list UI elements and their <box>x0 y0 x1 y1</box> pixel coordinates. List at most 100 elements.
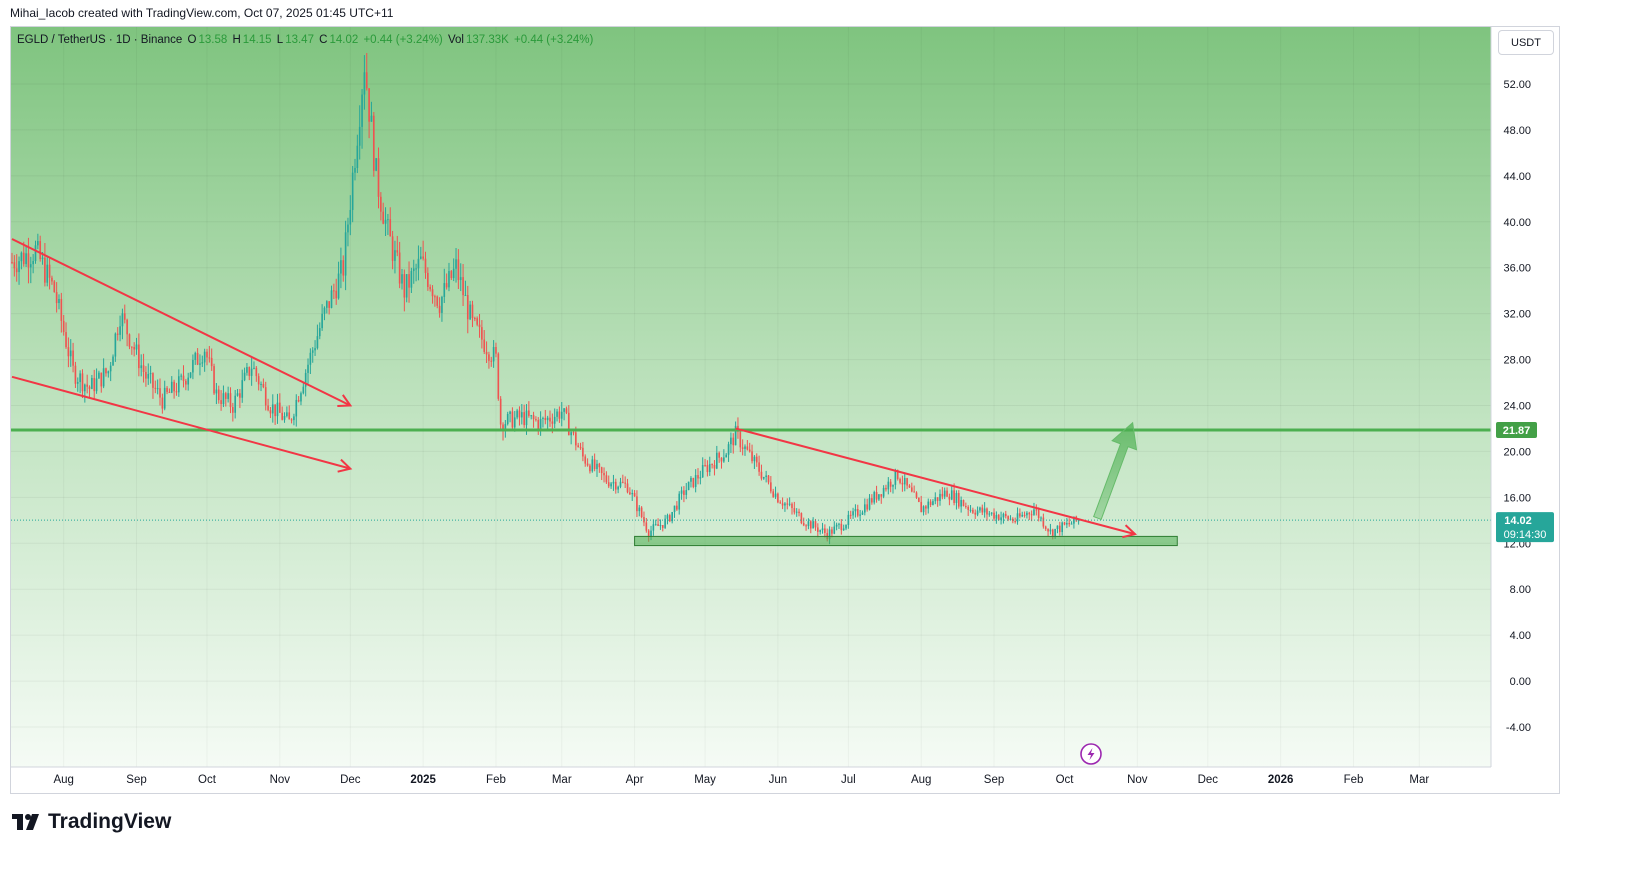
candle-body <box>194 352 197 360</box>
x-axis: Aug Sep Oct Nov Dec 2025 Feb Mar Apr May Jun Jul Aug… <box>11 766 1491 786</box>
candle-body <box>936 497 939 501</box>
x-tick-label: Jul <box>841 774 856 786</box>
candle-body <box>72 350 74 366</box>
candle-body <box>325 301 328 308</box>
candle-body <box>206 351 208 358</box>
candle-body <box>20 252 23 262</box>
candle-body <box>817 527 819 532</box>
candle-body <box>123 313 126 320</box>
symbol-name[interactable]: EGLD / TetherUS · 1D · Binance <box>17 34 183 46</box>
y-tick-label: 32.00 <box>1503 309 1531 321</box>
candle-body <box>208 357 211 359</box>
candle-body <box>363 72 366 95</box>
wedge-lower-trendline <box>11 375 351 470</box>
y-tick-label: 44.00 <box>1503 171 1531 183</box>
candle-body <box>873 492 876 503</box>
candle-body <box>582 447 584 457</box>
tradingview-logo[interactable]: TradingView <box>12 810 171 834</box>
candle-body <box>1066 522 1068 525</box>
candle-body <box>199 363 201 365</box>
candle-body <box>448 271 450 288</box>
candle-body <box>950 490 953 500</box>
candle-body <box>163 387 166 409</box>
candle-body <box>135 344 138 350</box>
x-tick-label: Oct <box>1056 774 1075 786</box>
candle-body <box>145 371 147 379</box>
candle-body <box>34 245 37 261</box>
candle-body <box>579 447 582 449</box>
candle-body <box>452 268 455 279</box>
candle-body <box>600 467 603 474</box>
candle-body <box>939 493 941 501</box>
candle-body <box>271 404 274 414</box>
candle-body <box>981 507 984 513</box>
currency-button[interactable]: USDT <box>1498 30 1554 55</box>
candle-body <box>666 515 669 519</box>
candle-body <box>934 497 937 502</box>
candle-body <box>793 508 796 513</box>
candle-body <box>878 494 880 500</box>
lightning-icon[interactable] <box>1080 743 1102 765</box>
candle-body <box>107 371 110 374</box>
candle-body <box>318 328 321 337</box>
candle-body <box>988 513 991 515</box>
candle-body <box>344 232 347 276</box>
candle-body <box>784 503 786 506</box>
candle-body <box>871 498 873 503</box>
candle-body <box>255 367 258 377</box>
candle-body <box>546 417 549 421</box>
candle-body <box>18 261 20 273</box>
candle-body <box>142 365 145 372</box>
candle-body <box>67 347 70 357</box>
candle-body <box>899 478 901 483</box>
candle-body <box>471 304 474 319</box>
candle-body <box>685 490 688 495</box>
candle-body <box>962 499 965 507</box>
candle-body <box>687 481 690 491</box>
candle-body <box>927 501 930 509</box>
candle-body <box>173 381 175 392</box>
candle-body <box>382 211 385 224</box>
candle-body <box>182 375 185 381</box>
candle-body <box>1068 522 1071 525</box>
candle-body <box>1028 512 1031 515</box>
candle-body <box>234 395 237 413</box>
candle-body <box>516 410 518 418</box>
candle-body <box>44 257 46 283</box>
candle-body <box>126 319 128 335</box>
candle-body <box>372 115 375 171</box>
candle-body <box>972 509 974 513</box>
candle-body <box>692 477 695 487</box>
x-tick-label: Mar <box>1409 774 1429 786</box>
candle-body <box>598 463 601 468</box>
candle-body <box>800 513 803 524</box>
candle-body <box>774 493 777 497</box>
candle-body <box>990 512 993 514</box>
candle-body <box>983 508 986 513</box>
candle-body <box>1042 517 1045 527</box>
candle-body <box>896 469 899 479</box>
candle-body <box>170 381 173 393</box>
candle-body <box>114 333 117 357</box>
candle-body <box>441 296 443 313</box>
candle-body <box>474 318 476 320</box>
low-label: L <box>276 34 284 46</box>
candle-body <box>821 528 824 531</box>
candle-body <box>161 397 164 409</box>
candle-body <box>593 459 596 470</box>
candle-body <box>715 452 718 469</box>
candle-body <box>340 260 342 274</box>
candle-body <box>624 482 627 484</box>
candle-body <box>638 507 641 512</box>
projection-arrow <box>1093 421 1138 521</box>
candle-body <box>1030 514 1033 516</box>
brand-name: TradingView <box>48 810 172 833</box>
candle-body <box>619 481 622 487</box>
y-tick-label: -4.00 <box>1506 722 1531 734</box>
x-tick-label: Mar <box>552 774 572 786</box>
candle-body <box>260 383 262 385</box>
x-tick-label: Sep <box>126 774 146 786</box>
candle-body <box>701 465 704 478</box>
candle-body <box>279 402 281 413</box>
